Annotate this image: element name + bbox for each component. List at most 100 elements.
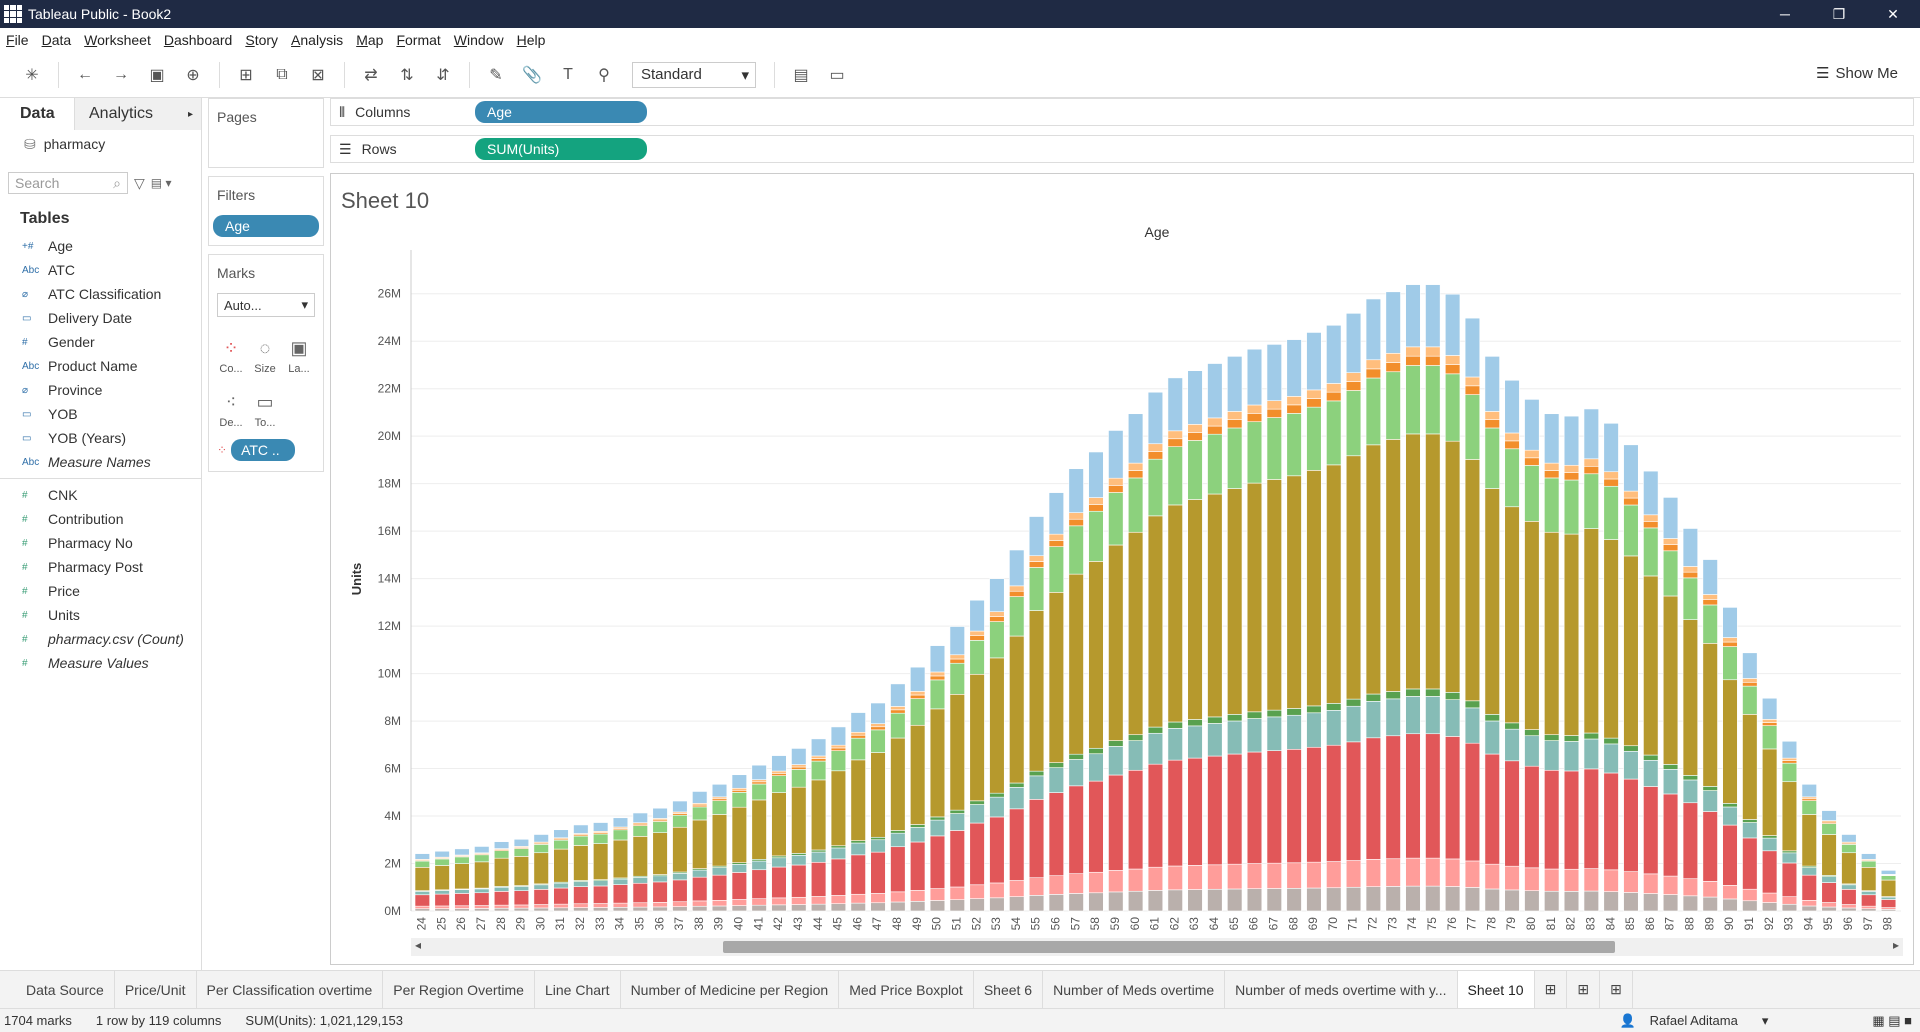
bar-segment[interactable] — [1266, 344, 1282, 401]
bar-segment[interactable] — [1187, 370, 1203, 425]
bar-segment[interactable] — [949, 658, 965, 664]
bar-segment[interactable] — [890, 891, 906, 903]
bar-segment[interactable] — [1048, 767, 1064, 793]
bar-segment[interactable] — [1009, 585, 1025, 592]
bar-segment[interactable] — [1563, 533, 1580, 736]
bar-segment[interactable] — [989, 611, 1005, 617]
bar-segment[interactable] — [1563, 415, 1580, 466]
bar-segment[interactable] — [1246, 421, 1263, 484]
bar-segment[interactable] — [1623, 892, 1639, 912]
bar-segment[interactable] — [493, 850, 510, 859]
bar-segment[interactable] — [791, 855, 807, 866]
bar-segment[interactable] — [1544, 734, 1560, 741]
bar-segment[interactable] — [1108, 544, 1124, 741]
bar-segment[interactable] — [593, 822, 609, 832]
bar-segment[interactable] — [632, 882, 648, 904]
rows-shelf[interactable]: ☰ Rows SUM(Units) — [330, 135, 1914, 163]
bar-segment[interactable] — [652, 881, 668, 903]
bar-segment[interactable] — [791, 769, 807, 788]
bar-segment[interactable] — [612, 817, 629, 828]
bar-segment[interactable] — [1246, 482, 1263, 713]
bar-segment[interactable] — [810, 849, 827, 853]
bar-segment[interactable] — [1643, 514, 1659, 522]
bar-segment[interactable] — [1326, 710, 1342, 746]
bar-segment[interactable] — [1088, 510, 1104, 562]
bar-segment[interactable] — [632, 877, 648, 884]
bar-segment[interactable] — [1861, 853, 1877, 860]
bar-segment[interactable] — [989, 621, 1005, 659]
filter-icon[interactable]: ▽ — [134, 174, 145, 191]
bar-segment[interactable] — [850, 737, 866, 761]
bar-segment[interactable] — [850, 893, 866, 904]
bar-segment[interactable] — [1088, 497, 1104, 505]
bar-segment[interactable] — [1702, 559, 1718, 595]
menu-story[interactable]: Story — [245, 32, 279, 48]
bar-segment[interactable] — [791, 764, 807, 768]
bar-segment[interactable] — [672, 814, 688, 828]
bar-segment[interactable] — [1821, 810, 1837, 821]
bar-segment[interactable] — [1266, 750, 1282, 864]
bar-segment[interactable] — [1484, 419, 1500, 429]
bar-segment[interactable] — [1187, 889, 1203, 912]
bar-segment[interactable] — [910, 666, 926, 692]
bar-segment[interactable] — [731, 899, 747, 906]
bar-segment[interactable] — [1583, 473, 1599, 529]
bar-segment[interactable] — [910, 890, 926, 902]
bar-segment[interactable] — [1227, 753, 1243, 865]
bar-segment[interactable] — [612, 906, 629, 912]
bar-segment[interactable] — [1821, 906, 1837, 912]
bar-segment[interactable] — [1742, 819, 1758, 823]
bar-segment[interactable] — [1781, 903, 1798, 912]
bar-segment[interactable] — [1524, 457, 1540, 466]
bar-segment[interactable] — [711, 867, 728, 876]
bar-segment[interactable] — [454, 908, 470, 912]
bar-segment[interactable] — [1147, 890, 1164, 912]
bar-segment[interactable] — [1662, 550, 1679, 597]
bar-segment[interactable] — [1009, 782, 1025, 788]
bar-segment[interactable] — [1306, 861, 1322, 889]
field-item[interactable]: # Gender — [0, 330, 201, 354]
bar-segment[interactable] — [1365, 298, 1382, 361]
duplicate-sheet-icon[interactable]: ⧉ — [276, 65, 288, 83]
sheet-tab[interactable]: Per Region Overtime — [383, 970, 535, 1009]
presentation-icon[interactable]: ▭ — [829, 66, 845, 84]
bar-segment[interactable] — [1345, 886, 1362, 912]
bar-segment[interactable] — [533, 904, 549, 909]
bar-segment[interactable] — [929, 708, 946, 818]
sheet-tab[interactable]: Sheet 6 — [974, 970, 1044, 1009]
bar-segment[interactable] — [1742, 888, 1758, 902]
bar-segment[interactable] — [672, 879, 688, 903]
bar-segment[interactable] — [1563, 891, 1580, 912]
pin-icon[interactable]: ⚲ — [598, 66, 610, 84]
bar-segment[interactable] — [1801, 814, 1817, 867]
bar-segment[interactable] — [1187, 432, 1203, 441]
bar-segment[interactable] — [1326, 703, 1342, 711]
bar-segment[interactable] — [989, 816, 1005, 884]
bar-segment[interactable] — [1464, 700, 1481, 709]
bar-segment[interactable] — [1068, 518, 1084, 527]
bar-segment[interactable] — [711, 800, 728, 815]
field-item[interactable]: Abc Measure Names — [0, 450, 201, 474]
bar-segment[interactable] — [1643, 527, 1659, 577]
bar-segment[interactable] — [1484, 753, 1500, 865]
bar-segment[interactable] — [1781, 760, 1798, 764]
bar-segment[interactable] — [1682, 895, 1699, 912]
bar-segment[interactable] — [493, 857, 510, 887]
bar-segment[interactable] — [1742, 837, 1758, 890]
bar-segment[interactable] — [434, 908, 450, 912]
bar-segment[interactable] — [1108, 746, 1124, 776]
bar-segment[interactable] — [474, 888, 490, 894]
bar-segment[interactable] — [1385, 735, 1401, 860]
detail-button[interactable]: ⁖ De... — [217, 381, 245, 429]
bar-segment[interactable] — [1880, 899, 1897, 908]
bar-segment[interactable] — [1207, 755, 1223, 866]
bar-segment[interactable] — [1167, 430, 1183, 440]
bar-segment[interactable] — [1028, 799, 1045, 879]
bar-segment[interactable] — [1643, 470, 1659, 516]
bar-segment[interactable] — [1662, 764, 1679, 770]
bar-segment[interactable] — [850, 854, 866, 895]
bar-segment[interactable] — [850, 712, 866, 733]
bar-segment[interactable] — [1742, 900, 1758, 912]
field-item[interactable]: Abc ATC — [0, 258, 201, 282]
bar-segment[interactable] — [1246, 404, 1263, 414]
